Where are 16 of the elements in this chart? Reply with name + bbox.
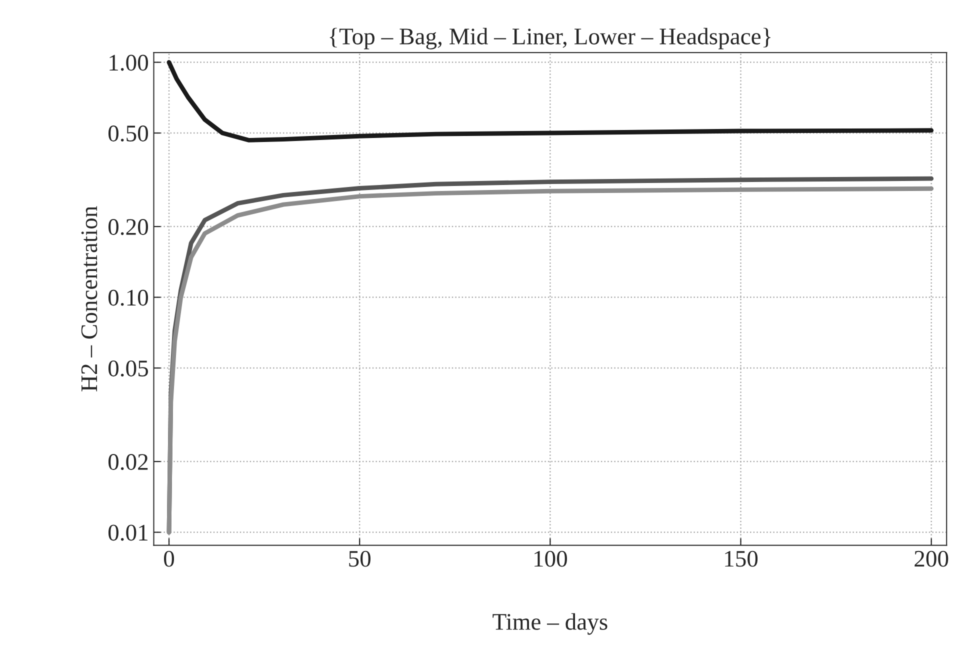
y-tick-label: 0.50 xyxy=(108,126,148,142)
chart-title: {Top – Bag, Mid – Liner, Lower – Headspace} xyxy=(330,28,770,50)
y-tick-label: 0.01 xyxy=(108,524,148,541)
y-tick-label: 1.00 xyxy=(110,54,148,71)
x-tick-label: 0 xyxy=(164,550,174,567)
y-axis-title: H2 – Concentration xyxy=(81,206,98,392)
x-tick-label: 200 xyxy=(914,550,948,567)
y-tick-label: 0.05 xyxy=(108,360,148,377)
line-series xyxy=(166,60,934,142)
x-tick-label: 50 xyxy=(349,550,370,567)
x-tick-label: 150 xyxy=(725,550,758,567)
y-tick-label: 0.20 xyxy=(108,219,148,236)
x-tick-label: 100 xyxy=(534,550,567,567)
x-axis-title: Time – days xyxy=(492,613,608,635)
y-tick-label: 0.02 xyxy=(108,454,148,470)
y-tick-label: 0.10 xyxy=(108,290,148,306)
